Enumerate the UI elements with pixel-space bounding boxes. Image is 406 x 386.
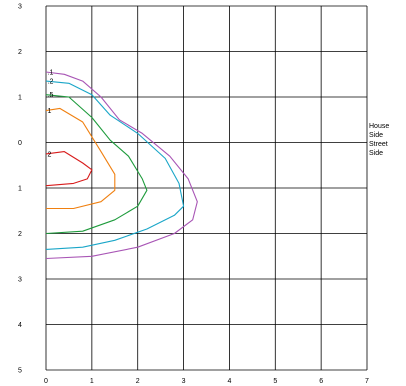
y-tick-label: 4: [18, 322, 22, 329]
x-tick-label: 0: [44, 378, 48, 385]
x-tick-label: 7: [365, 378, 369, 385]
y-tick-label: 2: [18, 49, 22, 56]
y-tick-label: 1: [18, 186, 22, 193]
contour-line: [45, 80, 185, 250]
contour-label: .5: [48, 92, 54, 99]
x-tick-label: 6: [319, 378, 323, 385]
contour-line: [45, 107, 116, 210]
grid: [45, 5, 368, 371]
x-tick-label: 2: [136, 378, 140, 385]
side-label: House: [369, 123, 389, 130]
y-tick-labels: 3 2 1 0 1 2 3 4 5: [18, 4, 22, 375]
y-tick-label: 0: [18, 140, 22, 147]
y-tick-label: 2: [18, 231, 22, 238]
side-label: Street: [369, 141, 388, 148]
x-tick-label: 4: [227, 378, 231, 385]
side-label: Side: [369, 150, 383, 157]
x-tick-label: 1: [90, 378, 94, 385]
contour-line: [45, 94, 148, 235]
contour-line: [45, 71, 198, 260]
contour-labels: .1 .2 .5 1 2: [48, 69, 54, 158]
x-tick-label: 3: [182, 378, 186, 385]
contour-line: [45, 151, 93, 187]
side-label: Side: [369, 132, 383, 139]
contour-label: .1: [48, 69, 54, 76]
contour-lines: [45, 71, 198, 260]
side-labels: House Side Street Side: [369, 123, 389, 157]
contour-label: 1: [48, 108, 52, 115]
x-tick-labels: 0 1 2 3 4 5 6 7: [44, 378, 369, 385]
contour-label: 2: [48, 151, 52, 158]
contour-label: .2: [48, 79, 54, 86]
y-tick-label: 5: [18, 368, 22, 375]
x-tick-label: 5: [273, 378, 277, 385]
y-tick-label: 3: [18, 277, 22, 284]
y-tick-label: 3: [18, 4, 22, 11]
y-tick-label: 1: [18, 95, 22, 102]
